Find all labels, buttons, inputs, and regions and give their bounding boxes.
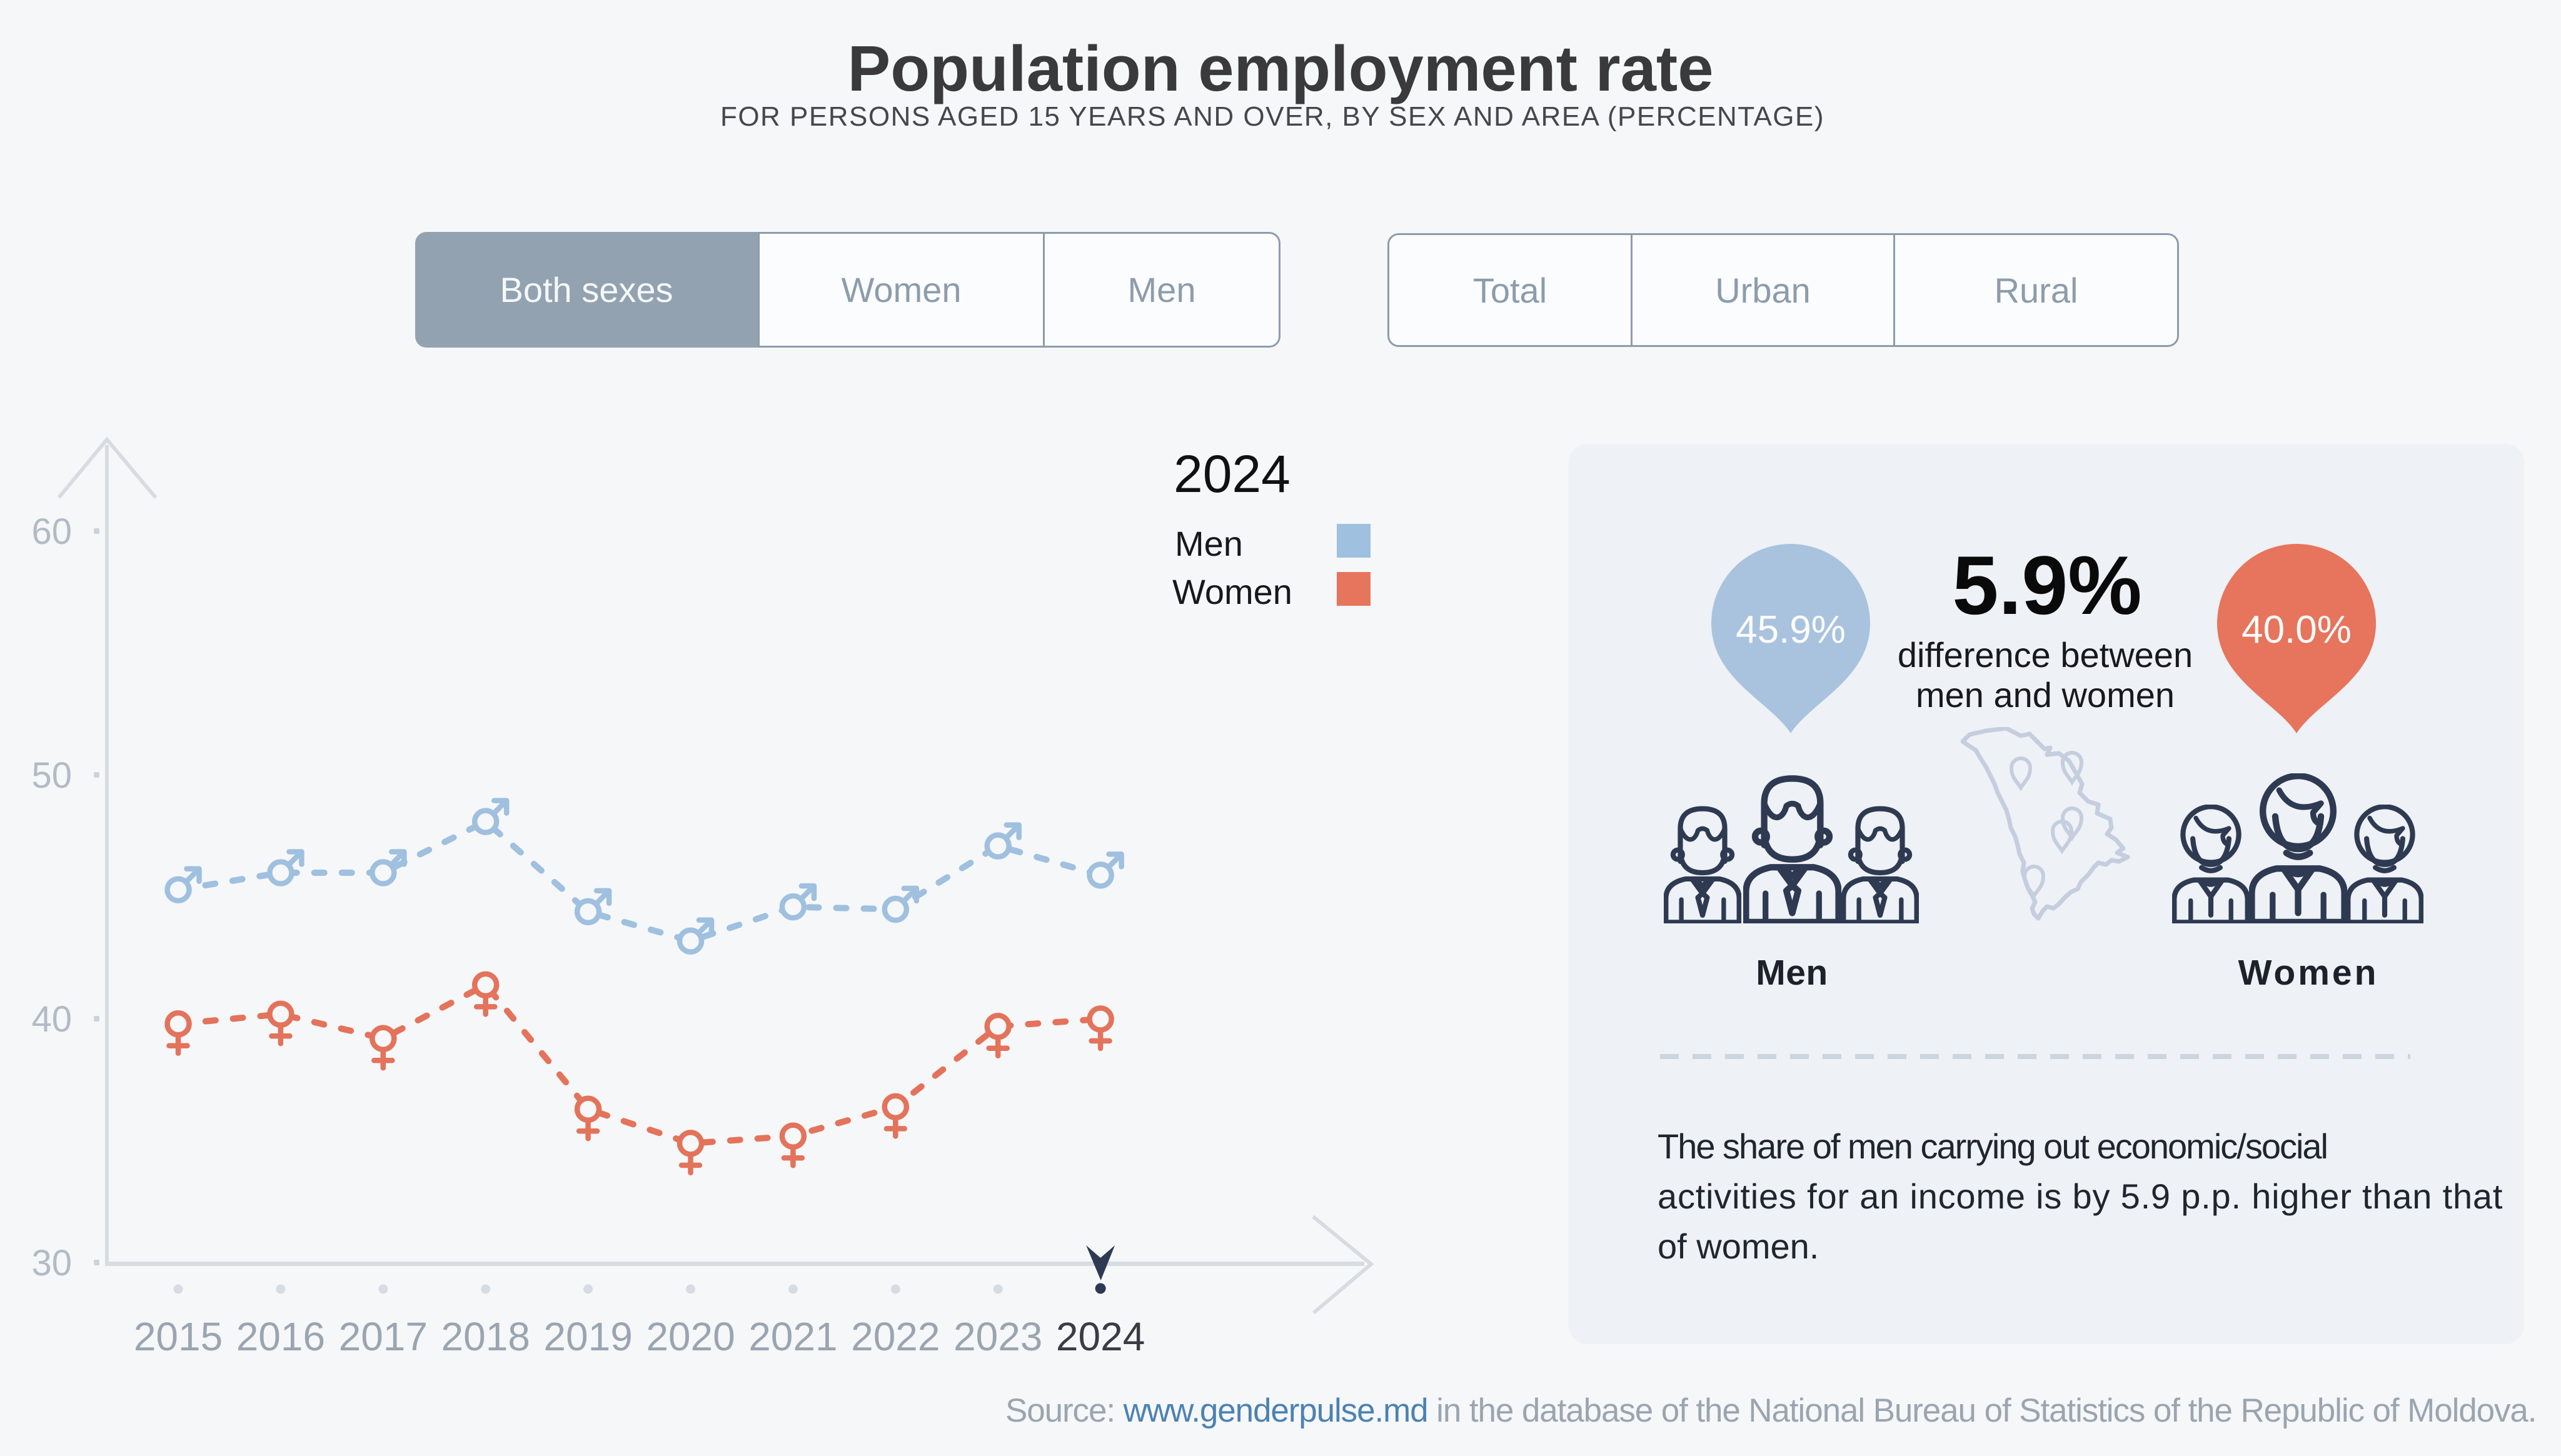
- svg-text:50: 50: [31, 755, 72, 796]
- svg-text:2020: 2020: [646, 1314, 735, 1359]
- svg-text:2019: 2019: [543, 1314, 632, 1359]
- svg-text:2022: 2022: [851, 1314, 940, 1359]
- svg-text:45.9%: 45.9%: [1736, 608, 1846, 651]
- svg-text:2016: 2016: [236, 1314, 325, 1359]
- svg-text:60: 60: [31, 511, 72, 552]
- svg-text:40.0%: 40.0%: [2242, 608, 2352, 651]
- svg-text:40: 40: [31, 999, 72, 1040]
- svg-text:2021: 2021: [748, 1314, 837, 1359]
- svg-text:2024: 2024: [1056, 1314, 1145, 1359]
- svg-text:2023: 2023: [953, 1314, 1042, 1359]
- svg-text:2017: 2017: [339, 1314, 428, 1359]
- svg-text:2015: 2015: [134, 1314, 223, 1359]
- svg-text:30: 30: [31, 1243, 72, 1283]
- svg-text:2018: 2018: [441, 1314, 530, 1359]
